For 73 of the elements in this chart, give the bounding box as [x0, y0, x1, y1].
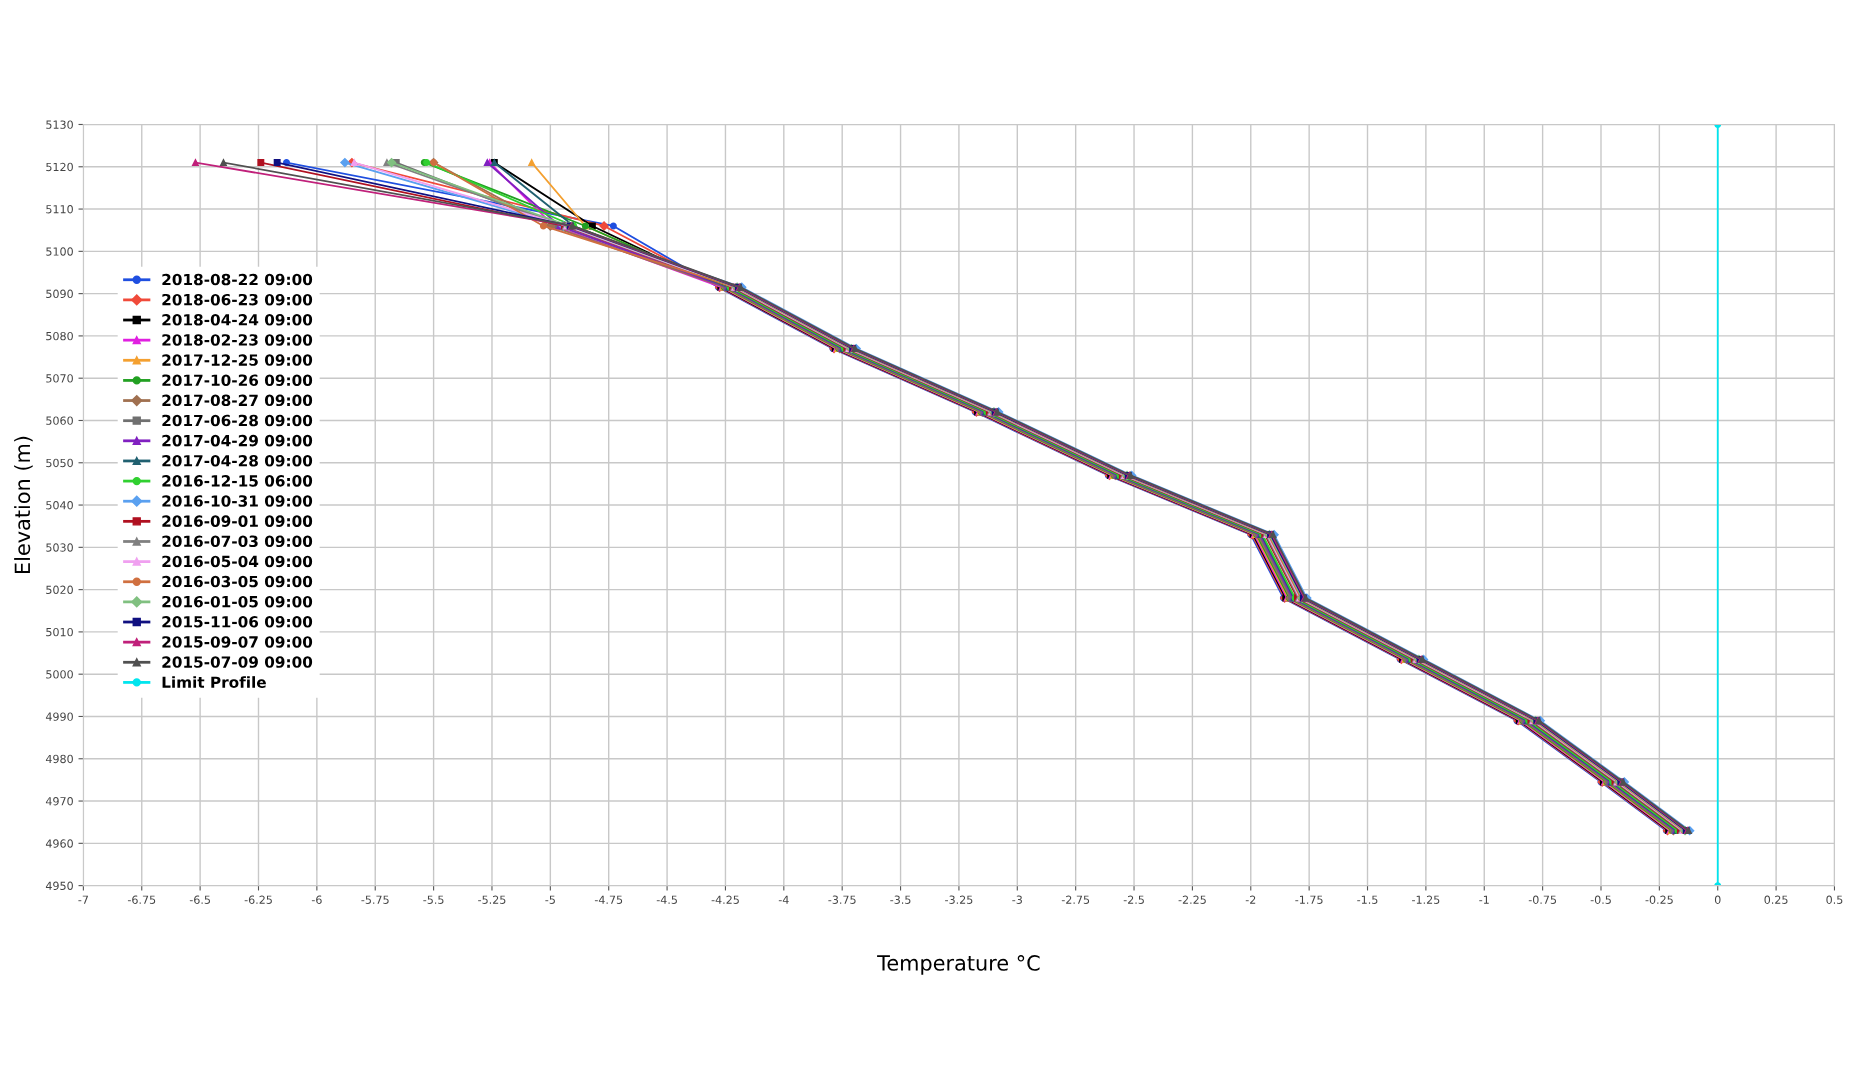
x-tick-label: -3.5: [890, 895, 911, 904]
legend-label: 2017-04-28 09:00: [162, 454, 313, 467]
legend-label: 2015-11-06 09:00: [162, 616, 313, 628]
legend-label: 2018-02-23 09:00: [162, 334, 313, 346]
x-tick-label: -2.75: [1061, 895, 1090, 904]
x-tick-label: -1.25: [1412, 895, 1440, 904]
legend-label: 2016-09-01 09:00: [162, 515, 313, 527]
x-tick-label: -5: [545, 895, 555, 904]
legend-label: 2017-04-29 09:00: [162, 434, 313, 447]
x-tick-label: -5.75: [361, 895, 389, 904]
x-tick-label: -5.5: [423, 895, 444, 904]
legend-label: 2016-03-05 09:00: [162, 575, 313, 588]
y-tick-label: 5050: [46, 458, 73, 468]
legend-label: 2017-12-25 09:00: [162, 354, 313, 366]
x-tick-label: -3.25: [945, 895, 973, 904]
y-tick-label: 4980: [45, 754, 73, 764]
y-tick-label: 5130: [46, 120, 73, 129]
x-tick-label: -1.5: [1357, 895, 1378, 904]
x-tick-label: -4.75: [594, 895, 623, 904]
x-tick-label: -6: [311, 895, 322, 904]
legend-label: 2016-12-15 06:00: [162, 475, 313, 487]
x-tick-label: -4.5: [656, 895, 677, 904]
legend-label: 2015-07-09 09:00: [162, 656, 313, 668]
legend-label: 2016-10-31 09:00: [162, 495, 313, 507]
y-tick-label: 5090: [46, 289, 73, 299]
x-tick-label: -3.75: [828, 895, 856, 904]
legend-label: Limit Profile: [162, 676, 266, 688]
x-tick-label: 0: [1714, 895, 1721, 904]
y-tick-label: 5020: [46, 585, 73, 594]
x-axis-title: Temperature °C: [877, 955, 1040, 975]
x-tick-label: -4.25: [711, 895, 739, 904]
x-tick-label: -2.25: [1178, 895, 1206, 904]
x-tick-label: -6.25: [244, 895, 272, 904]
y-tick-label: 5100: [46, 247, 73, 256]
x-tick-label: -3: [1012, 895, 1022, 904]
y-tick-label: 4970: [45, 797, 73, 806]
x-tick-label: -1: [1479, 895, 1489, 904]
x-tick-label: -0.75: [1528, 895, 1557, 904]
y-tick-label: 5080: [46, 331, 73, 341]
y-tick-label: 5110: [46, 205, 73, 214]
legend-label: 2016-01-05 09:00: [162, 595, 313, 608]
legend-label: 2015-09-07 09:00: [162, 636, 313, 648]
x-tick-label: -0.5: [1590, 895, 1611, 904]
legend-label: 2018-04-24 09:00: [162, 314, 313, 326]
x-tick-label: -5.25: [478, 895, 506, 904]
legend-label: 2016-07-03 09:00: [162, 535, 313, 548]
x-tick-label: -1.75: [1295, 895, 1323, 904]
legend-label: 2017-06-28 09:00: [162, 414, 313, 427]
x-tick-label: 0.25: [1764, 895, 1788, 904]
y-tick-label: 5010: [46, 627, 73, 637]
y-tick-label: 4990: [45, 712, 73, 721]
x-tick-label: -0.25: [1645, 895, 1673, 904]
x-tick-label: -6.75: [127, 895, 156, 904]
x-tick-label: -2: [1245, 895, 1256, 904]
legend-label: 2017-10-26 09:00: [162, 374, 313, 386]
legend-label: 2017-08-27 09:00: [162, 394, 313, 407]
y-tick-label: 5120: [46, 162, 73, 172]
y-tick-label: 5060: [46, 416, 73, 425]
y-tick-label: 4950: [45, 881, 73, 890]
x-tick-label: -7: [78, 895, 88, 904]
x-tick-label: -2.5: [1123, 895, 1144, 904]
legend-label: 2018-06-23 09:00: [162, 293, 313, 306]
y-tick-label: 5070: [46, 374, 73, 383]
y-tick-label: 5040: [46, 501, 73, 510]
y-tick-label: 5030: [46, 543, 73, 552]
y-tick-label: 4960: [45, 839, 73, 848]
x-tick-label: -4: [778, 895, 789, 904]
legend-label: 2018-08-22 09:00: [162, 273, 313, 286]
x-tick-label: -6.5: [189, 895, 210, 904]
y-axis-title: Elevation (m): [14, 436, 33, 573]
legend-label: 2016-05-04 09:00: [162, 555, 313, 568]
y-tick-label: 5000: [46, 670, 73, 679]
x-tick-label: 0.5: [1826, 895, 1843, 904]
